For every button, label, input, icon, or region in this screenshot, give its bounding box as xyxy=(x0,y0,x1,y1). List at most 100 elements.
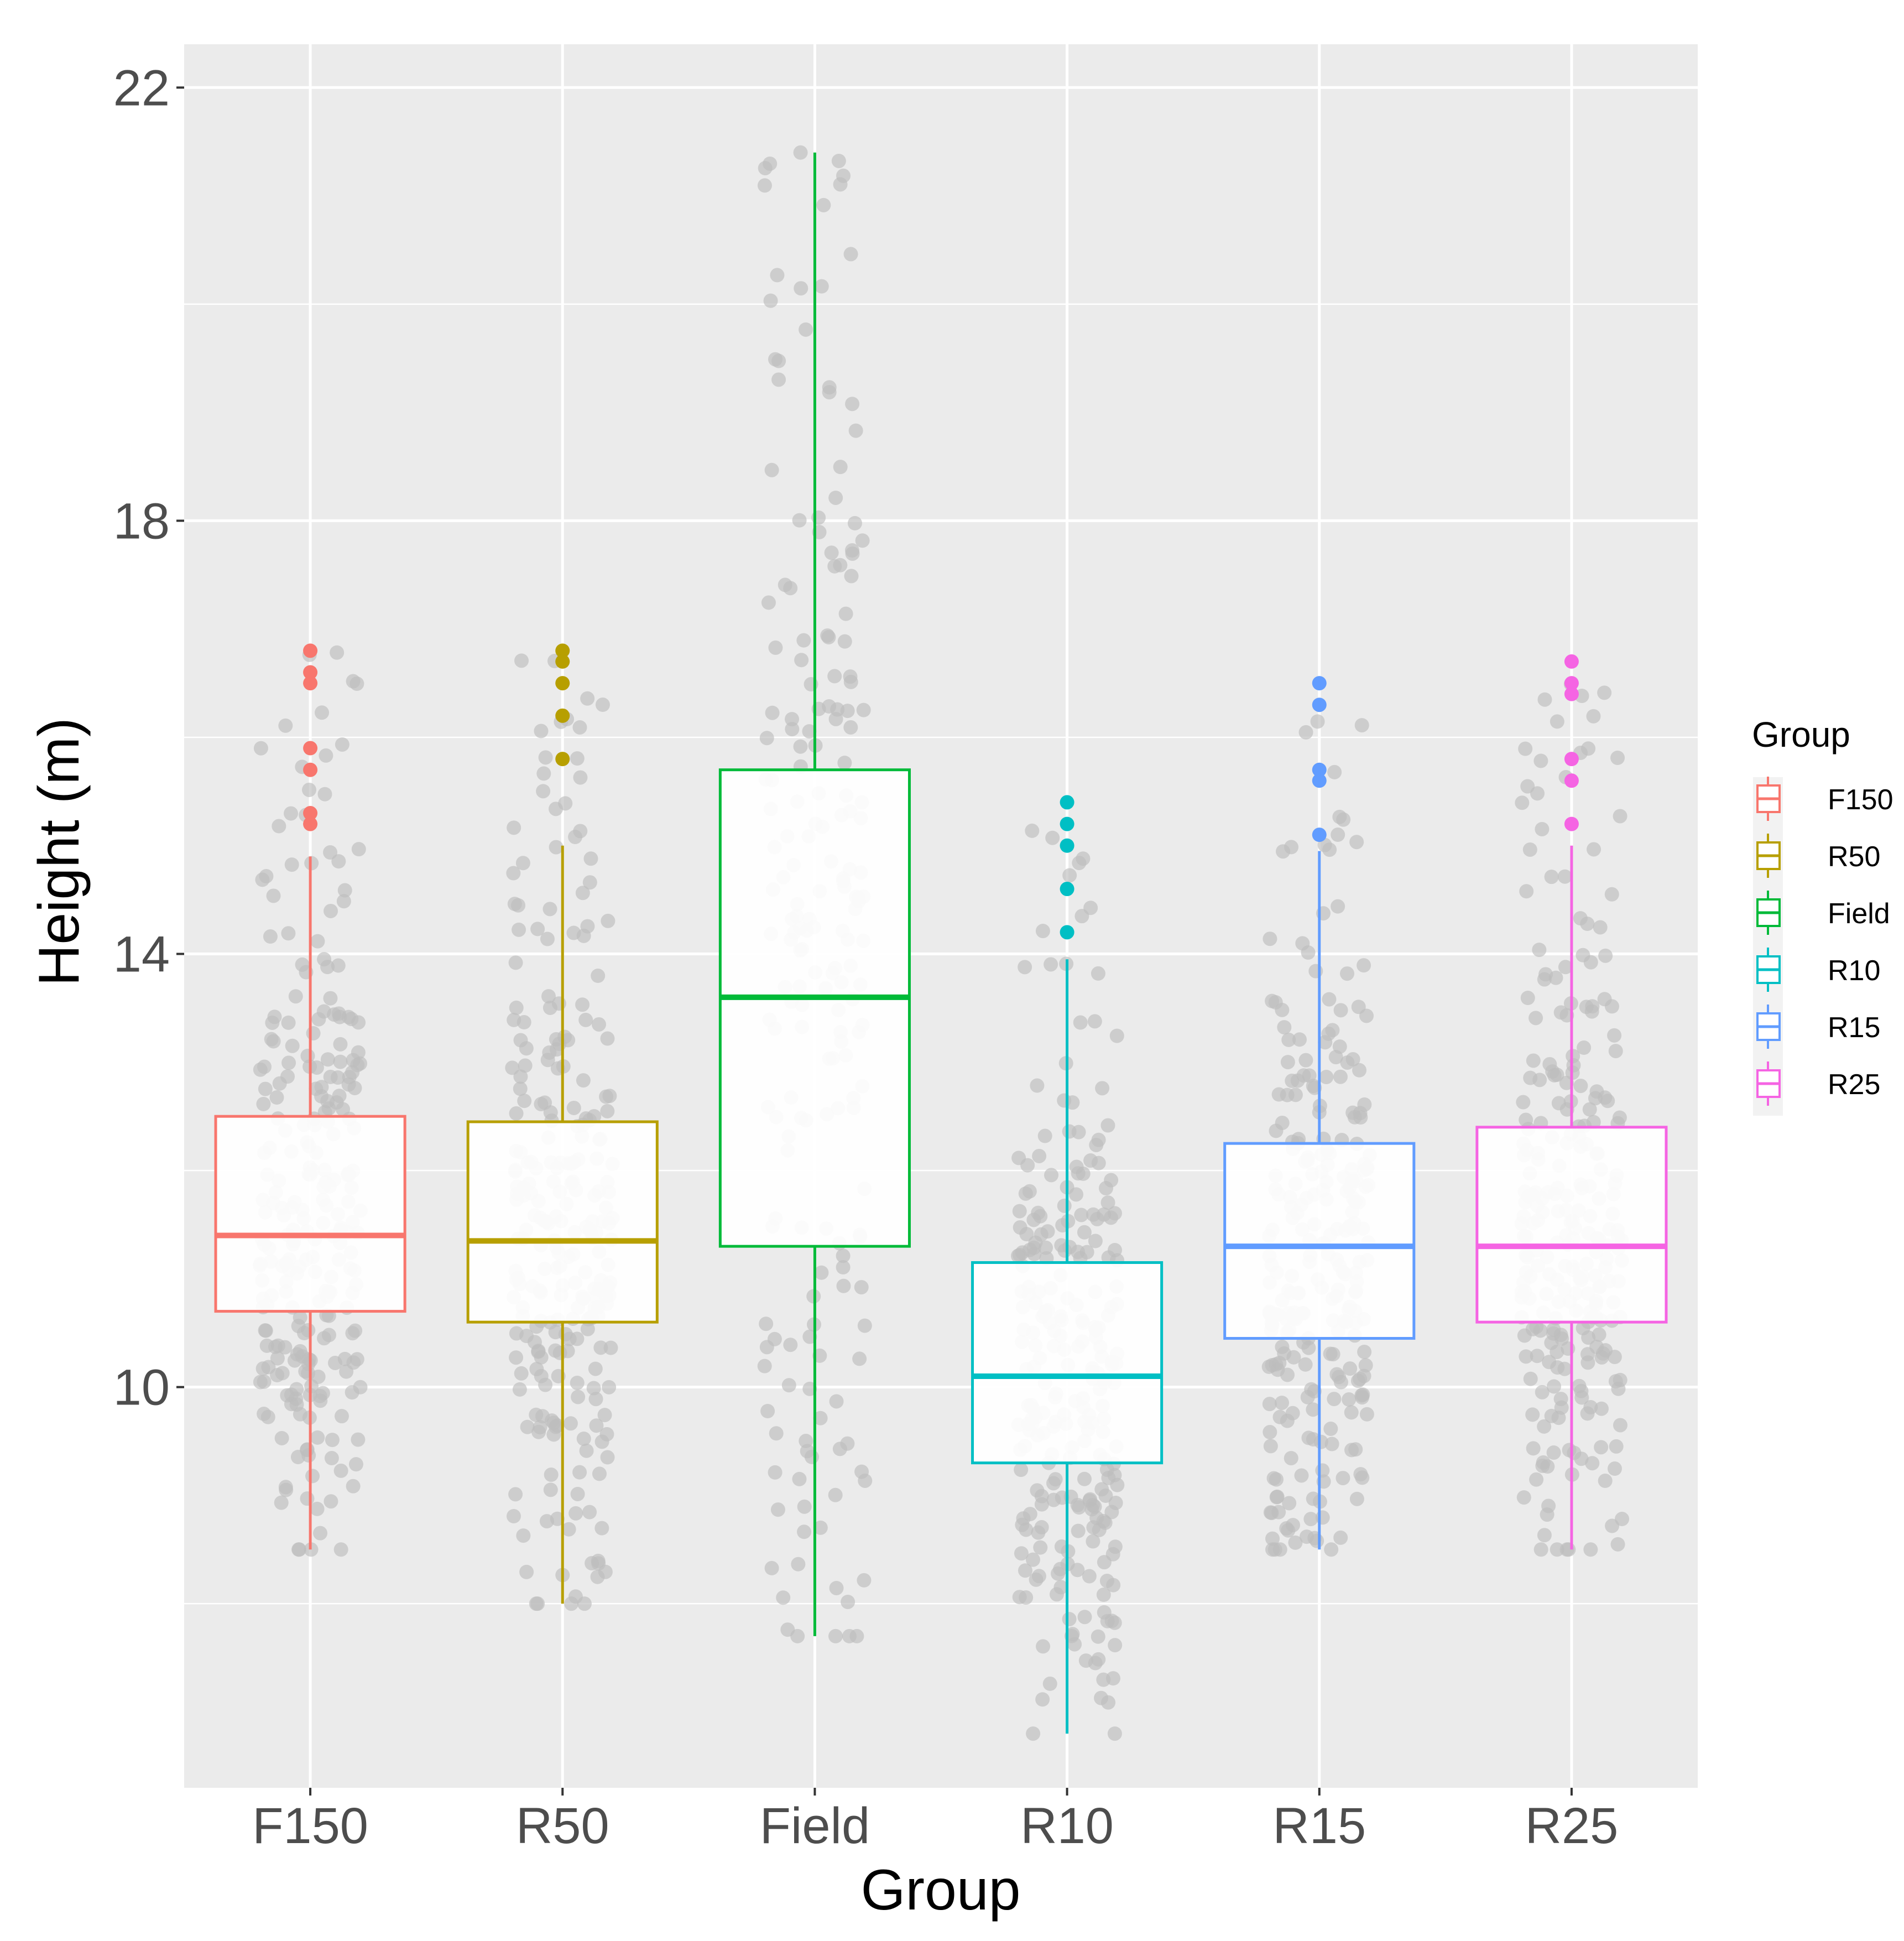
jitter-point xyxy=(827,559,842,574)
jitter-point xyxy=(1535,1458,1550,1473)
jitter-point xyxy=(1012,1204,1027,1219)
jitter-point xyxy=(1096,1588,1111,1602)
jitter-point xyxy=(794,653,809,668)
jitter-point xyxy=(1029,1572,1044,1587)
outlier-point xyxy=(555,654,570,669)
jitter-point xyxy=(1598,948,1613,963)
jitter-point xyxy=(1584,1004,1599,1019)
jitter-point xyxy=(509,1106,524,1121)
jitter-point xyxy=(1333,1003,1348,1018)
jitter-point xyxy=(791,1557,806,1571)
jitter-point xyxy=(843,247,858,262)
jitter-point xyxy=(1298,725,1313,740)
jitter-point xyxy=(1277,1346,1292,1361)
jitter-point xyxy=(595,698,610,712)
jitter-point xyxy=(278,718,293,733)
jitter-point xyxy=(847,516,862,530)
jitter-point xyxy=(536,784,551,799)
jitter-point xyxy=(1358,1358,1373,1373)
jitter-point xyxy=(1298,1053,1313,1068)
axes: 10 14 18 22 F150 R50 Field R10 R15 R25 xyxy=(113,60,1619,1854)
jitter-point xyxy=(1275,1115,1290,1130)
y-axis-title: Height (m) xyxy=(27,717,91,986)
jitter-point xyxy=(1315,1463,1330,1478)
jitter-point xyxy=(1057,1198,1072,1213)
outlier-point xyxy=(1060,816,1074,831)
jitter-point xyxy=(764,1560,779,1575)
jitter-point xyxy=(1323,1422,1338,1437)
jitter-point xyxy=(1292,1032,1307,1047)
jitter-point xyxy=(284,806,299,821)
box-r25 xyxy=(1475,1126,1668,1324)
jitter-point xyxy=(1280,1055,1295,1070)
jitter-point xyxy=(1263,1439,1278,1454)
jitter-point xyxy=(836,1260,851,1275)
jitter-point xyxy=(1550,714,1564,729)
jitter-point xyxy=(1071,1523,1086,1538)
jitter-point xyxy=(1100,1118,1115,1133)
jitter-point xyxy=(575,997,590,1012)
jitter-point xyxy=(829,1580,844,1595)
jitter-point xyxy=(1535,1385,1550,1399)
jitter-point xyxy=(829,1394,844,1409)
jitter-point xyxy=(1301,1430,1316,1445)
outlier-point xyxy=(303,762,318,777)
jitter-point xyxy=(603,1340,618,1355)
jitter-point xyxy=(529,1596,544,1611)
jitter-point xyxy=(1604,887,1619,902)
jitter-point xyxy=(600,1450,615,1465)
jitter-point xyxy=(1104,1173,1119,1188)
jitter-point xyxy=(1542,1355,1557,1370)
jitter-point xyxy=(1265,1531,1280,1546)
jitter-point xyxy=(1533,753,1548,768)
jitter-point xyxy=(594,1434,609,1449)
jitter-point xyxy=(776,1590,791,1605)
jitter-point xyxy=(270,1351,285,1366)
jitter-point xyxy=(509,1000,524,1015)
jitter-point xyxy=(313,1393,328,1408)
jitter-point xyxy=(841,1594,856,1609)
jitter-point xyxy=(530,922,545,936)
jitter-point xyxy=(281,926,296,941)
jitter-point xyxy=(845,546,860,561)
jitter-point xyxy=(1359,1008,1374,1023)
jitter-point xyxy=(1557,1361,1572,1376)
jitter-point xyxy=(792,513,807,528)
jitter-point xyxy=(563,1416,578,1431)
jitter-point xyxy=(351,842,366,857)
x-tick-label: R10 xyxy=(1020,1798,1114,1854)
jitter-point xyxy=(1263,932,1277,946)
jitter-point xyxy=(349,1352,364,1367)
jitter-point xyxy=(310,934,325,949)
jitter-point xyxy=(770,1502,785,1517)
jitter-point xyxy=(306,1026,321,1040)
jitter-point xyxy=(1583,1542,1598,1557)
jitter-point xyxy=(1530,1349,1545,1364)
jitter-point xyxy=(1091,1629,1105,1644)
jitter-point xyxy=(591,1553,606,1568)
jitter-point xyxy=(346,674,361,689)
jitter-point xyxy=(1057,1243,1072,1258)
jitter-point xyxy=(1263,1505,1278,1520)
jitter-point xyxy=(258,1323,273,1338)
x-tick-label: R25 xyxy=(1525,1798,1619,1854)
jitter-point xyxy=(576,1073,591,1088)
jitter-point xyxy=(507,820,521,835)
jitter-point xyxy=(1537,1528,1552,1543)
jitter-point xyxy=(1329,1367,1344,1382)
outlier-point xyxy=(303,816,318,831)
jitter-point xyxy=(759,731,774,746)
jitter-point xyxy=(253,741,268,756)
jitter-point xyxy=(1327,1392,1342,1407)
outlier-point xyxy=(303,806,318,821)
outlier-point xyxy=(1060,882,1074,897)
jitter-point xyxy=(814,1265,829,1280)
jitter-point xyxy=(593,1340,608,1355)
jitter-point xyxy=(1279,1521,1294,1536)
jitter-point xyxy=(272,1076,287,1091)
jitter-point xyxy=(1573,1079,1588,1094)
jitter-point xyxy=(792,1471,807,1486)
jitter-point xyxy=(828,1628,843,1643)
jitter-point xyxy=(602,1380,617,1394)
jitter-point xyxy=(1062,868,1077,883)
